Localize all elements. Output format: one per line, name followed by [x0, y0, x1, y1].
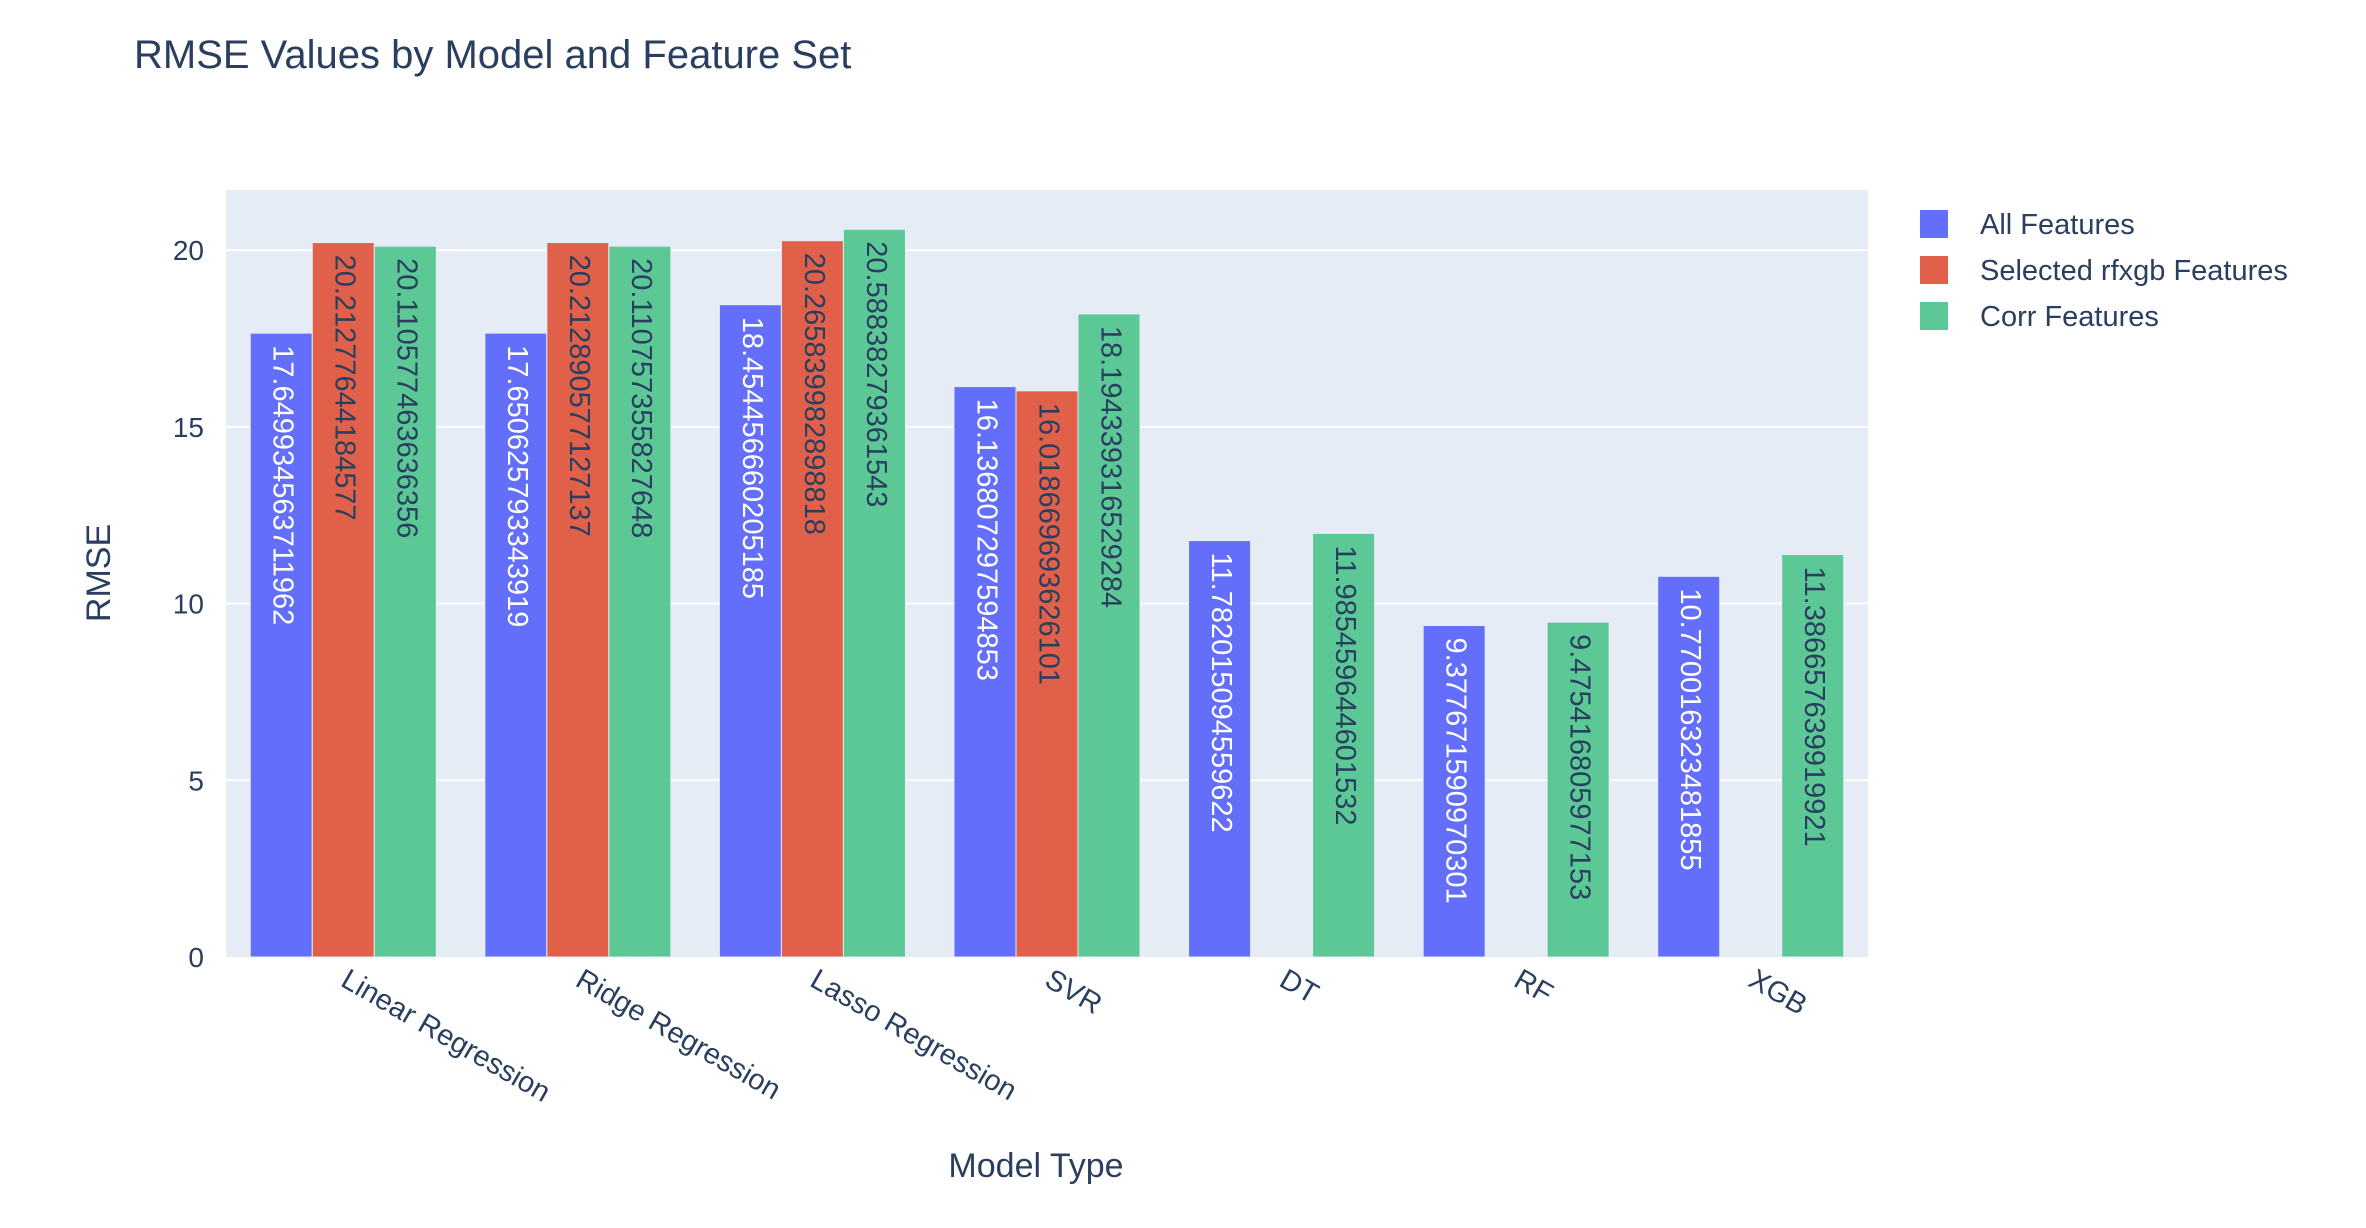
bar-data-label: 9.377671590970301 [1439, 638, 1471, 904]
legend: All Features Selected rfxgb Features Corr … [1920, 209, 2288, 333]
bars [249, 228, 1845, 958]
bar-data-label: 9.475416805977153 [1563, 634, 1595, 900]
bar-data-label: 18.454456660205185 [736, 317, 768, 599]
bar-data-label: 20.58838279361543 [860, 241, 892, 507]
bar-corr-features-6[interactable] [1781, 554, 1845, 958]
bar-data-label: 11.782015094559622 [1205, 553, 1237, 833]
y-tick-label: 10 [173, 589, 204, 620]
bar-corr-features-0[interactable] [373, 245, 437, 958]
bar-data-label: 20.110577463636356 [391, 258, 423, 538]
legend-label[interactable]: Corr Features [1980, 301, 2159, 333]
bar-data-label: 17.649934563711962 [267, 345, 299, 625]
legend-swatch[interactable] [1920, 210, 1948, 238]
bar-all-features-3[interactable] [953, 386, 1017, 958]
x-axis-label: Model Type [948, 1147, 1123, 1185]
legend-swatch[interactable] [1920, 302, 1948, 330]
y-tick-label: 15 [173, 412, 204, 443]
bar-data-label: 20.110757355827648 [625, 258, 657, 538]
bar-labels: 17.649934563711962 17.650625793343919 18.4… [267, 241, 1830, 903]
bar-corr-features-5[interactable] [1546, 621, 1610, 958]
bar-corr-features-4[interactable] [1312, 532, 1376, 958]
bar-corr-features-2[interactable] [842, 228, 906, 958]
bar-data-label: 10.770016323481855 [1674, 588, 1706, 870]
y-tick-label: 20 [173, 235, 204, 266]
bar-all-features-2[interactable] [718, 304, 782, 958]
bar-data-label: 20.21277644184577 [329, 255, 361, 521]
bar-all-features-1[interactable] [484, 332, 548, 958]
bar-data-label: 16.018669693626101 [1032, 403, 1064, 685]
bar-corr-features-1[interactable] [608, 245, 672, 958]
legend-label[interactable]: All Features [1980, 209, 2135, 241]
bar-selected-rfxgb-features-2[interactable] [780, 240, 844, 958]
y-tick-label: 5 [188, 765, 204, 796]
bar-data-label: 11.386657639919921 [1798, 567, 1830, 847]
bar-data-label: 17.650625793343919 [501, 345, 533, 627]
legend-swatch[interactable] [1920, 256, 1948, 284]
chart-title: RMSE Values by Model and Feature Set [134, 33, 851, 77]
bar-selected-rfxgb-features-0[interactable] [311, 242, 375, 958]
y-axis-ticks: 0 5 10 15 20 [173, 235, 204, 973]
bar-data-label: 20.265839982898818 [798, 253, 830, 535]
bar-selected-rfxgb-features-3[interactable] [1015, 390, 1079, 958]
bar-all-features-5[interactable] [1422, 625, 1486, 958]
y-tick-label: 0 [188, 942, 204, 973]
bar-selected-rfxgb-features-1[interactable] [546, 242, 610, 958]
y-axis-label: RMSE [80, 524, 118, 622]
bar-all-features-4[interactable] [1188, 540, 1252, 958]
bar-all-features-6[interactable] [1657, 575, 1721, 958]
legend-label[interactable]: Selected rfxgb Features [1980, 255, 2288, 287]
bar-corr-features-3[interactable] [1077, 313, 1141, 958]
bar-data-label: 11.985459644601532 [1329, 545, 1361, 825]
bar-data-label: 20.212890577127137 [563, 255, 595, 537]
bar-data-label: 18.194339316529284 [1094, 326, 1126, 608]
bar-data-label: 16.136807297594853 [970, 399, 1002, 681]
